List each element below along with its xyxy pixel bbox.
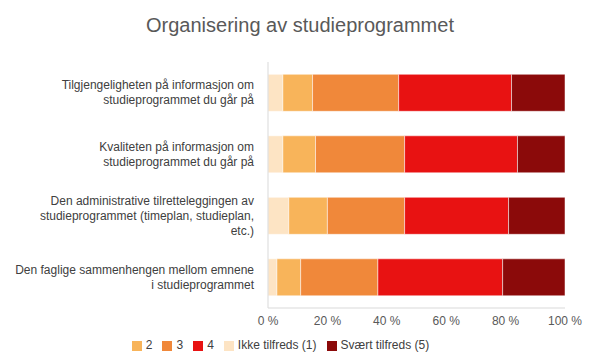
- html-text:4: 4: [207, 338, 214, 352]
- svg-text:Tilgjengeligheten på informasj: Tilgjengeligheten på informasjon omstudi…: [62, 78, 255, 107]
- svg-text:20 %: 20 %: [314, 314, 342, 328]
- svg-text:Kvaliteten på informasjon omst: Kvaliteten på informasjon omstudieprogra…: [99, 140, 254, 169]
- svg-text:100 %: 100 %: [548, 314, 582, 328]
- html-text:Organisering av studieprogramm: Organisering av studieprogrammet: [146, 14, 454, 36]
- html-text:Svært tilfreds (5): Svært tilfreds (5): [340, 338, 430, 352]
- html-text:3: 3: [176, 338, 184, 352]
- svg-text:Den faglige sammenhengen mello: Den faglige sammenhengen mellom emnenei …: [15, 263, 254, 292]
- svg-text:40 %: 40 %: [373, 314, 401, 328]
- html-text:Ikke tilfreds (1): Ikke tilfreds (1): [237, 338, 317, 352]
- svg-text:60 %: 60 %: [433, 314, 461, 328]
- svg-text:80 %: 80 %: [492, 314, 520, 328]
- svg-text:Den administrative tilretteleg: Den administrative tilretteleggingen avs…: [40, 194, 254, 238]
- svg-text:0 %: 0 %: [258, 314, 279, 328]
- html-text:2: 2: [145, 338, 153, 352]
